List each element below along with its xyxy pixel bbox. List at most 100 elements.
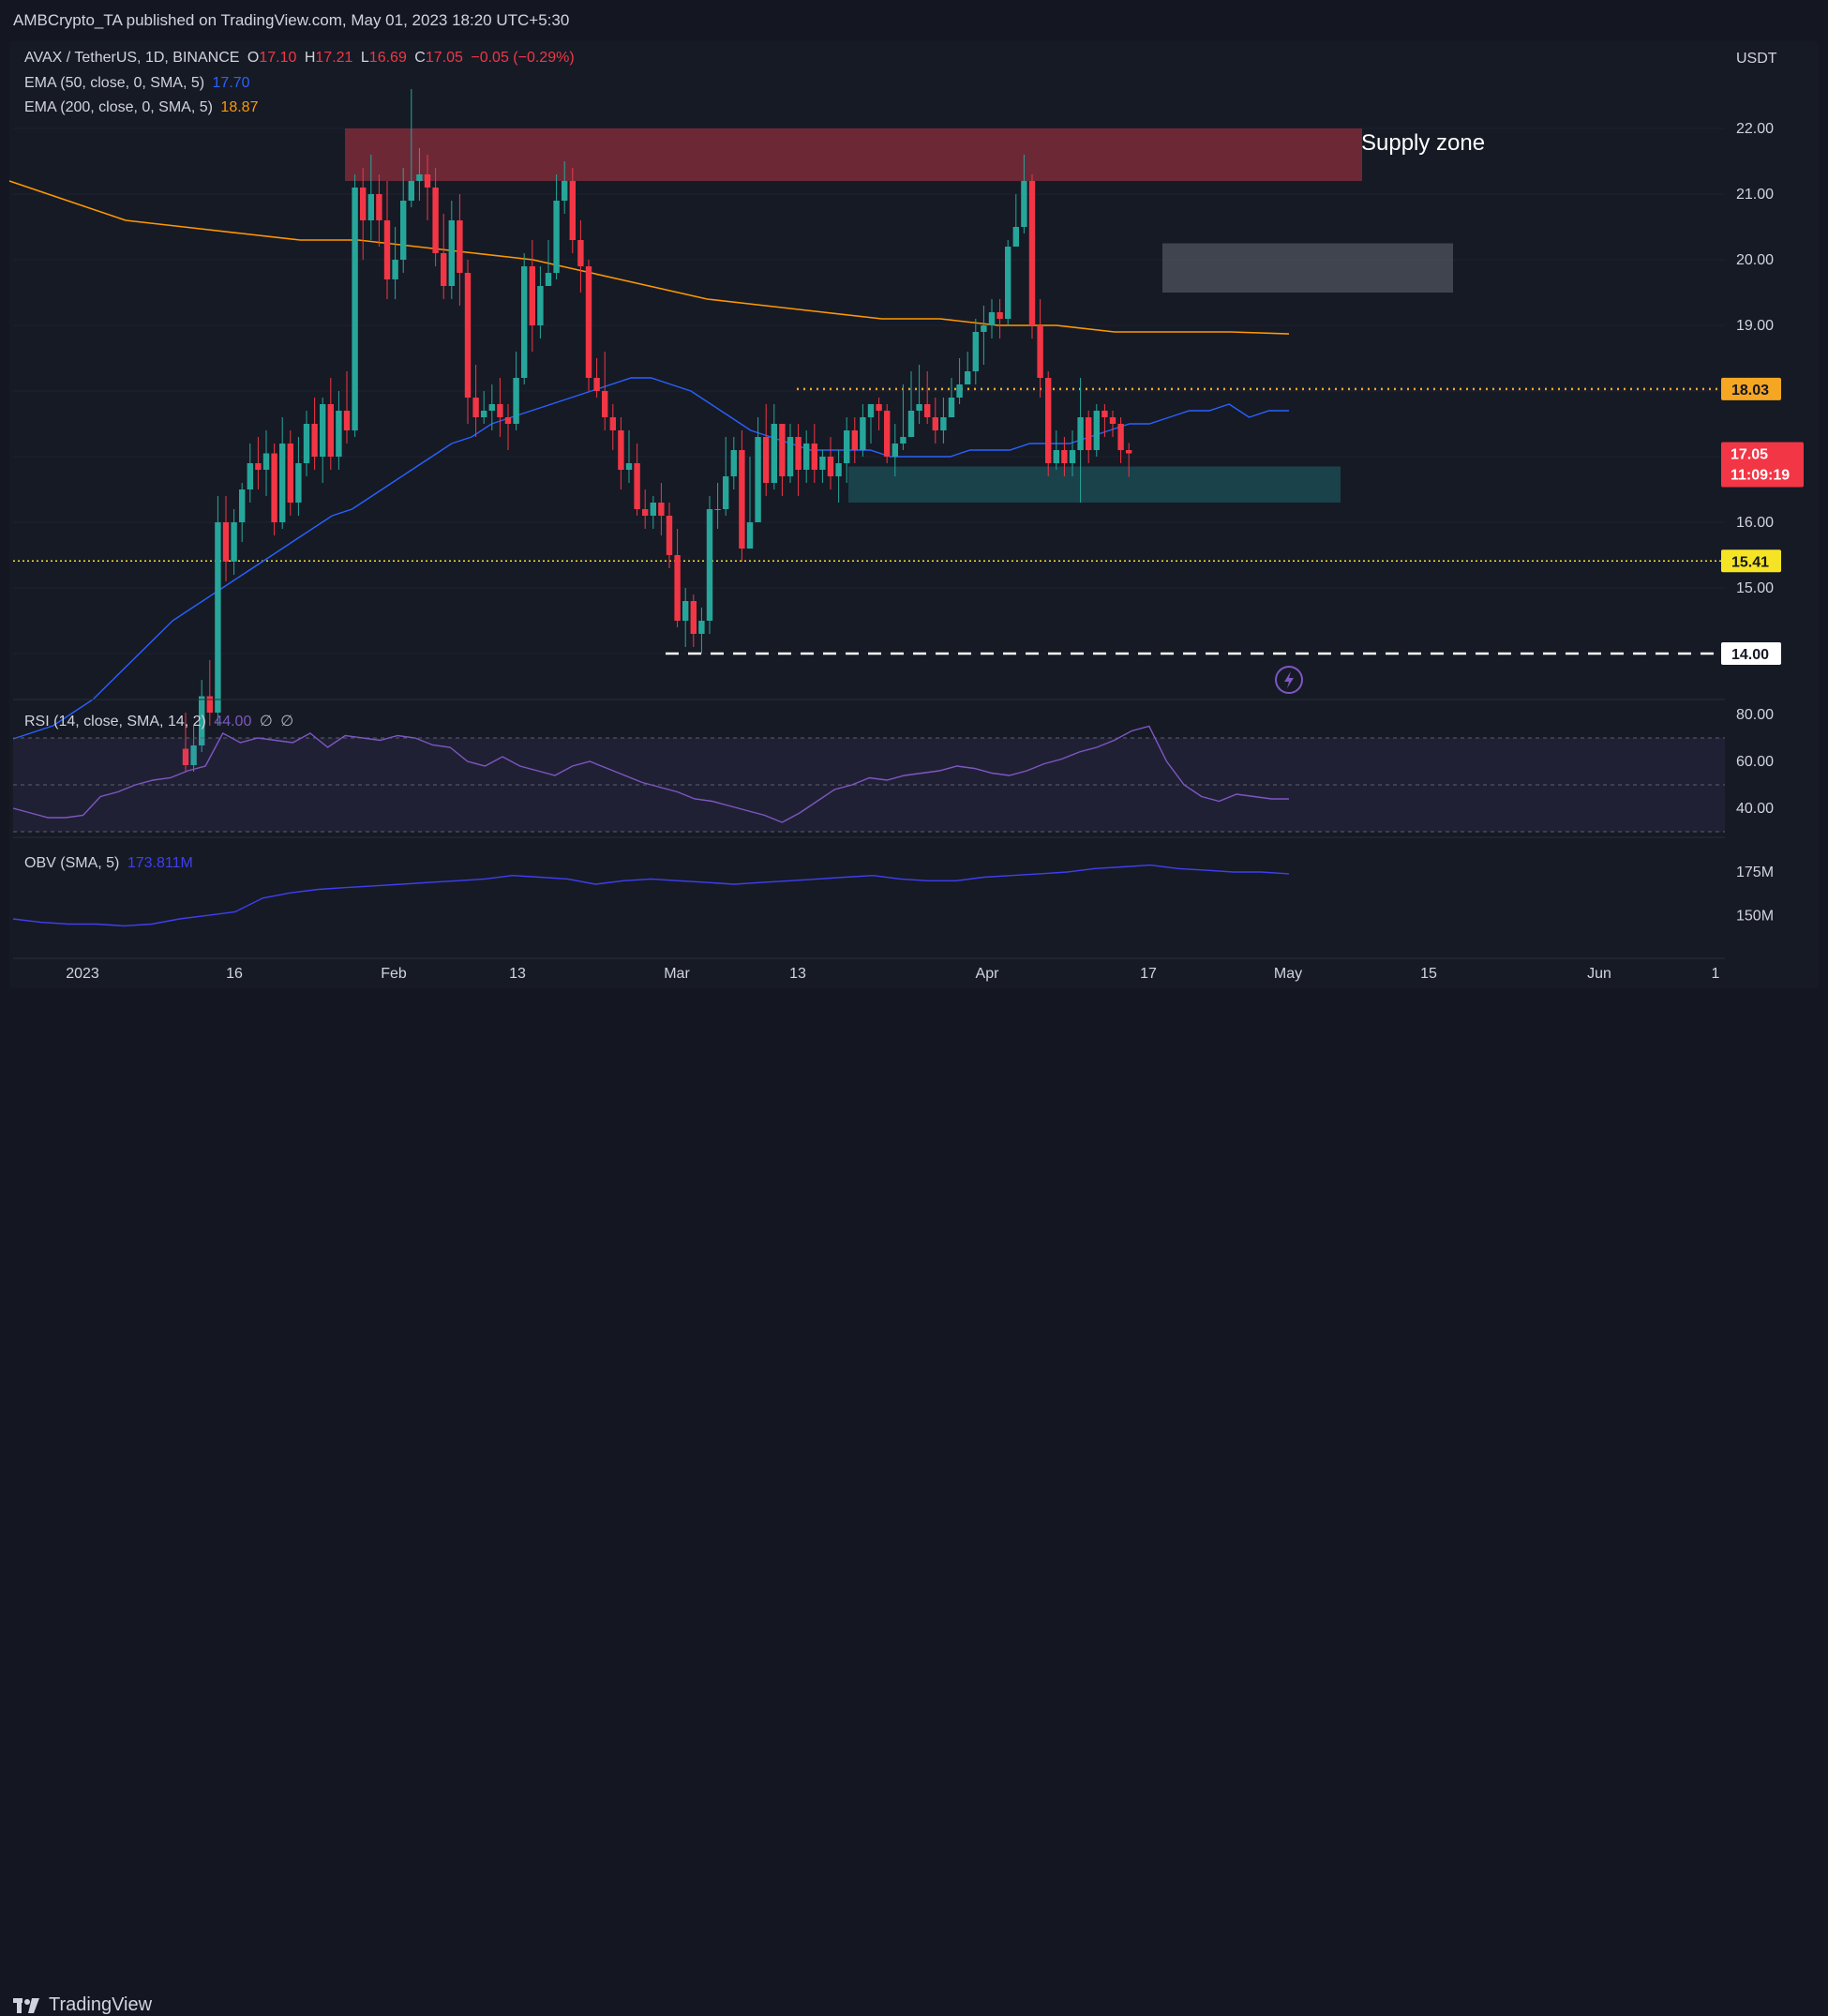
candle: [537, 266, 544, 339]
candle-body: [819, 457, 826, 470]
price-axis[interactable]: USDT 22.00 21.00 20.00 19.00 15.00 16.00 18.03 1…: [1721, 51, 1804, 924]
candle: [625, 430, 633, 483]
candle: [1037, 299, 1043, 398]
candle-body: [367, 194, 374, 220]
candle: [965, 352, 971, 384]
candle: [562, 161, 568, 214]
candle: [867, 404, 875, 444]
candle-body: [1077, 417, 1084, 450]
candle: [553, 174, 560, 279]
legend-rsi[interactable]: RSI (14, close, SMA, 14, 2) 44.00 ∅ ∅: [24, 712, 297, 730]
candle-body: [723, 476, 729, 509]
candle: [215, 496, 221, 726]
candle-body: [988, 312, 996, 325]
candle: [851, 417, 858, 463]
obv-label: OBV (SMA, 5): [24, 855, 120, 871]
candle-body: [311, 424, 318, 457]
chart-canvas[interactable]: USDT 22.00 21.00 20.00 19.00 15.00 16.00 18.03 1…: [0, 0, 1828, 1040]
supply-zone-label: Supply zone: [1361, 130, 1485, 156]
candle-body: [424, 174, 431, 188]
candle-body: [279, 444, 286, 522]
candle: [222, 496, 230, 581]
candle: [1053, 430, 1059, 470]
candle-body: [746, 522, 754, 549]
candle-body: [408, 181, 414, 201]
publisher-line: AMBCrypto_TA published on TradingView.co…: [13, 11, 570, 29]
candles[interactable]: [182, 89, 1132, 772]
candle-body: [900, 437, 907, 444]
tag-18-03-bg: [1721, 377, 1781, 400]
legend-ema50[interactable]: EMA (50, close, 0, SMA, 5) 17.70: [24, 75, 254, 92]
candle-body: [965, 371, 971, 384]
candle: [239, 483, 246, 542]
rsi-value: 44.00: [214, 714, 252, 730]
candle-body: [262, 453, 270, 470]
tradingview-logo[interactable]: TradingView: [13, 1994, 152, 2016]
candle: [271, 444, 277, 535]
candle-body: [996, 312, 1003, 319]
chart-panel[interactable]: [9, 41, 1819, 988]
legend-ema200[interactable]: EMA (200, close, 0, SMA, 5) 18.87: [24, 99, 262, 116]
candle: [682, 588, 689, 647]
candle-body: [303, 424, 310, 463]
candle-body: [1045, 378, 1052, 463]
candle: [730, 437, 737, 489]
tag-countdown: 11:09:19: [1731, 468, 1790, 484]
candle-body: [682, 601, 689, 621]
candle-body: [714, 509, 721, 510]
candle: [513, 352, 519, 430]
candle: [585, 260, 592, 391]
candle: [972, 319, 979, 384]
time-label: May: [1274, 966, 1302, 982]
candle: [1021, 155, 1027, 233]
candle: [771, 404, 777, 489]
candle-body: [432, 188, 439, 253]
candle: [844, 417, 850, 483]
ema200-line: [8, 180, 1290, 335]
candle: [690, 594, 697, 647]
legend-low: 16.69: [368, 50, 407, 66]
candle-body: [618, 430, 624, 470]
candle: [1012, 194, 1019, 247]
ema50-label: EMA (50, close, 0, SMA, 5): [24, 75, 205, 91]
candle: [634, 444, 640, 516]
candle: [1109, 411, 1116, 437]
candle: [618, 417, 624, 489]
candle: [231, 509, 237, 575]
candle-body: [625, 463, 633, 470]
candle-body: [1109, 417, 1116, 424]
tag-current-bg: [1721, 442, 1804, 488]
candle: [360, 168, 367, 260]
candle-body: [650, 503, 656, 516]
candle-body: [907, 411, 915, 437]
legend-main: AVAX / TetherUS, 1D, BINANCE O17.10 H17.…: [24, 50, 578, 67]
candle-body: [1037, 325, 1043, 378]
candle-body: [1101, 411, 1108, 417]
candle-body: [569, 181, 576, 240]
candle-body: [336, 411, 342, 457]
price-tick: 22.00: [1736, 121, 1774, 137]
time-axis[interactable]: 2023 16 Feb 13 Mar 13 Apr 17 May 15 Jun 1: [13, 957, 1725, 982]
candle: [609, 404, 616, 450]
candle: [424, 155, 431, 220]
candle-body: [255, 463, 262, 470]
candle: [352, 174, 358, 437]
candle-body: [497, 404, 503, 417]
lightning-icon[interactable]: [1275, 666, 1303, 694]
candle-body: [811, 444, 817, 470]
candle-body: [867, 404, 875, 417]
candle-body: [690, 601, 697, 634]
supply-zone: [345, 128, 1362, 181]
candle: [262, 430, 270, 496]
candle-body: [521, 266, 528, 378]
candle: [327, 378, 334, 470]
candle-body: [295, 463, 302, 503]
rsi-pane: [12, 699, 1725, 833]
candle: [996, 299, 1003, 339]
candle-body: [287, 444, 293, 503]
legend-obv[interactable]: OBV (SMA, 5) 173.811M: [24, 855, 197, 872]
candle: [981, 306, 987, 365]
candle: [441, 214, 447, 299]
legend-c-label: C: [414, 50, 426, 66]
